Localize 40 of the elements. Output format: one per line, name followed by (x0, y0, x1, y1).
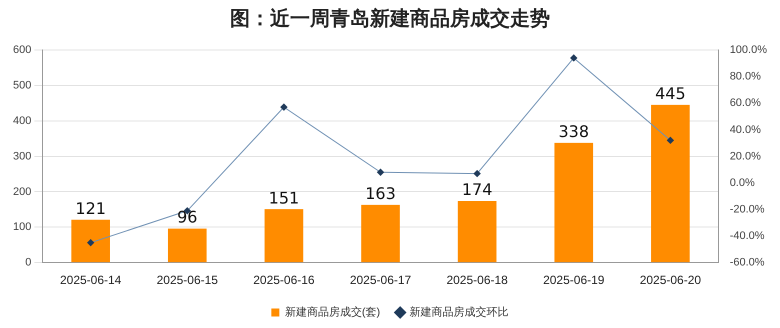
y-tick-label: 600 (12, 44, 32, 56)
y2-tick-label: -60.0% (730, 256, 765, 269)
legend-label: 新建商品房成交环比 (410, 306, 509, 319)
x-tick-label: 2025-06-19 (543, 273, 605, 288)
data-label: 338 (558, 122, 590, 141)
chart-title: 图：近一周青岛新建商品房成交走势 (229, 5, 551, 32)
bar (554, 142, 594, 262)
bar (71, 220, 110, 262)
y2-tick-label: 40.0% (730, 124, 762, 136)
bar (361, 204, 400, 262)
y2-tick-label: 20.0% (730, 150, 762, 162)
bar (651, 104, 690, 262)
x-tick-label: 2025-06-17 (350, 273, 412, 288)
data-label: 174 (462, 180, 492, 200)
x-tick-label: 2025-06-15 (156, 273, 218, 288)
y-tick-label: 400 (12, 114, 32, 127)
y-tick-label: 500 (12, 79, 32, 92)
y2-tick-label: -20.0% (730, 203, 765, 216)
x-tick-label: 2025-06-16 (253, 273, 315, 288)
x-tick-label: 2025-06-14 (60, 273, 122, 288)
bar (168, 228, 207, 262)
data-label: 445 (655, 84, 686, 104)
data-label: 121 (75, 198, 106, 218)
x-tick-label: 2025-06-18 (446, 273, 508, 288)
y2-tick-label: 60.0% (730, 97, 762, 110)
data-label: 163 (365, 184, 396, 203)
data-label: 151 (268, 188, 300, 208)
data-label: 96 (177, 208, 198, 227)
y2-tick-label: 100.0% (730, 44, 768, 56)
bar (264, 209, 304, 262)
y2-tick-label: 0.0% (730, 176, 755, 189)
y-tick-label: 200 (12, 186, 32, 198)
y-tick-label: 0 (25, 256, 32, 269)
y2-tick-label: -40.0% (730, 230, 765, 242)
y-tick-label: 300 (12, 150, 32, 162)
y2-tick-label: 80.0% (730, 70, 762, 83)
bar (458, 200, 496, 262)
legend-label: 新建商品房成交(套) (284, 306, 380, 319)
y-tick-label: 100 (12, 221, 32, 234)
x-tick-label: 2025-06-20 (640, 273, 702, 288)
